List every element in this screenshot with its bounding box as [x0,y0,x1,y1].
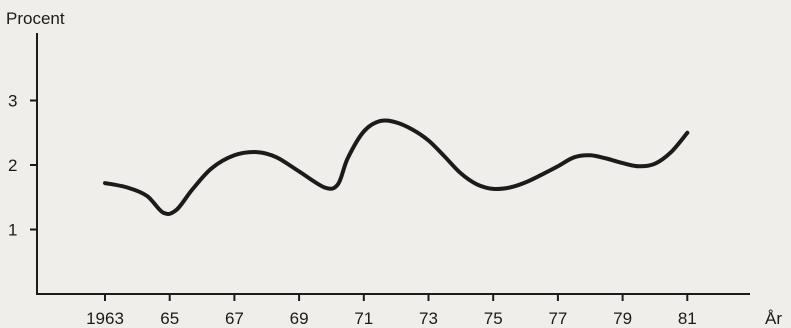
x-tick-label: 65 [160,309,179,328]
x-axis-label: År [765,309,782,328]
x-tick-label: 71 [354,309,373,328]
x-tick-label: 73 [419,309,438,328]
y-tick-label: 1 [8,221,17,240]
series-line [103,118,690,216]
y-tick-label: 3 [8,92,17,111]
x-tick-label: 77 [548,309,567,328]
y-tick-label: 2 [8,156,17,175]
x-tick-label: 79 [613,309,632,328]
x-tick-label: 1963 [86,309,124,328]
x-tick-label: 69 [290,309,309,328]
x-tick-label: 81 [678,309,697,328]
y-axis-label: Procent [6,9,65,28]
x-tick-label: 75 [484,309,503,328]
x-tick-label: 67 [225,309,244,328]
